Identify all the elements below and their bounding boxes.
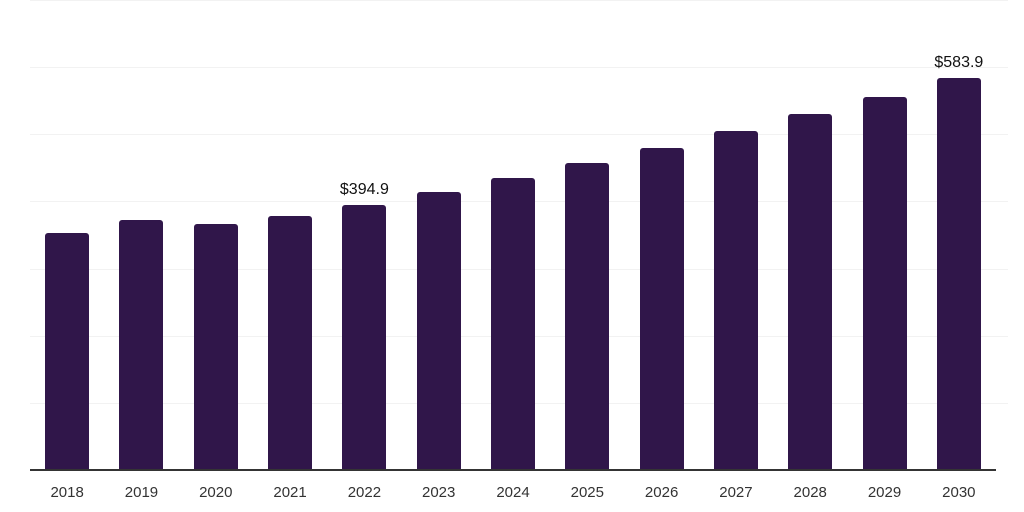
x-tick-label-2029: 2029: [867, 484, 902, 501]
bar-value-label-2030: $583.9: [934, 54, 984, 71]
x-tick-label-2019: 2019: [124, 484, 159, 501]
x-axis-line: [30, 469, 996, 471]
bar-2026: [639, 148, 684, 470]
bar-value-label-2022: $394.9: [339, 181, 389, 198]
gridline: [30, 0, 1008, 1]
bar-2020: [193, 224, 238, 470]
bar-2021: [268, 216, 313, 470]
bar-2030: [936, 78, 981, 470]
x-tick-label-2025: 2025: [570, 484, 604, 501]
bar-2024: [491, 178, 535, 470]
bar-2018: [45, 233, 90, 470]
x-tick-label-2028: 2028: [793, 484, 827, 501]
x-tick-label-2018: 2018: [50, 484, 84, 501]
bar-2027: [713, 131, 758, 470]
plot-area: $394.9 $583.9: [30, 0, 1008, 470]
bar-2029: [862, 97, 907, 470]
x-tick-label-2024: 2024: [496, 484, 530, 501]
x-axis-tick-labels: 2018 2019 2020 2021 2022 2023 2024 2025 2026 2027…: [30, 483, 1008, 505]
x-tick-label-2026: 2026: [644, 484, 679, 501]
gridline: [30, 67, 1008, 69]
bar-2019: [119, 220, 164, 470]
x-tick-label-2023: 2023: [422, 484, 456, 501]
x-tick-label-2020: 2020: [199, 484, 233, 501]
bar-2023: [416, 192, 461, 470]
bar-2022: [342, 205, 387, 470]
x-tick-label-2027: 2027: [719, 484, 753, 501]
x-tick-label-2021: 2021: [273, 484, 307, 501]
bar-2025: [565, 163, 610, 470]
x-tick-label-2030: 2030: [942, 484, 976, 501]
x-tick-label-2022: 2022: [347, 484, 382, 501]
bar-2028: [788, 114, 833, 470]
gridline: [30, 134, 1008, 136]
